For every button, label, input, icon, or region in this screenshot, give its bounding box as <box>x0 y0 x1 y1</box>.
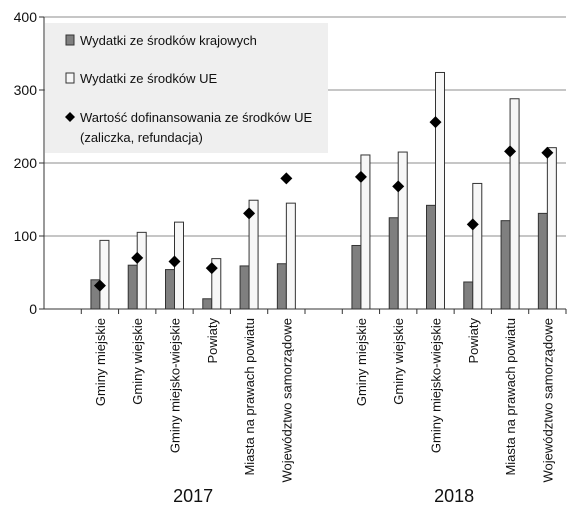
bar-domestic <box>351 244 362 310</box>
markers <box>93 116 554 292</box>
y-tick-label: 400 <box>14 9 38 25</box>
legend-swatch-eu <box>65 72 75 84</box>
x-category-label: Powiaty <box>466 318 481 364</box>
x-category-label: Miasta na prawach powiatu <box>242 318 257 476</box>
x-category-label: Gminy miejskie <box>93 318 108 406</box>
marker-cofinancing <box>168 255 181 268</box>
x-category-label: Województwo samorządowe <box>540 318 555 483</box>
legend: Wydatki ze środków krajowych Wydatki ze … <box>45 23 328 153</box>
marker-cofinancing <box>131 251 144 264</box>
bar-domestic <box>165 269 175 310</box>
bar-domestic <box>537 212 548 310</box>
marker-cofinancing <box>466 218 479 231</box>
bar-domestic <box>500 220 511 310</box>
y-tick-label: 0 <box>29 301 37 317</box>
bar-domestic <box>202 298 213 310</box>
bar-eu <box>435 71 445 310</box>
x-category-label: Gminy wiejskie <box>130 318 145 405</box>
marker-cofinancing <box>243 207 256 220</box>
x-category-label: Powiaty <box>205 318 220 364</box>
marker-cofinancing <box>205 262 218 275</box>
marker-cofinancing <box>429 116 442 129</box>
legend-label-cofinancing-line2: (zaliczka, refundacja) <box>80 130 203 145</box>
marker-cofinancing <box>392 180 405 193</box>
bar-eu <box>509 98 520 310</box>
legend-swatch-domestic <box>65 34 75 46</box>
y-tick-label: 300 <box>14 82 38 98</box>
x-category-label: Gminy miejskie <box>354 318 369 406</box>
legend-label-cofinancing: Wartość dofinansowania ze środków UE <box>80 110 313 125</box>
bar-domestic <box>426 204 436 310</box>
x-group-label: 2018 <box>434 486 474 506</box>
bar-eu <box>546 147 557 310</box>
bar-domestic <box>276 263 287 310</box>
y-axis: 0 100 200 300 400 <box>14 9 45 317</box>
marker-cofinancing <box>354 170 367 183</box>
bar-domestic <box>463 281 474 310</box>
legend-marker-cofinancing <box>65 112 75 122</box>
bar-domestic <box>239 265 250 310</box>
marker-cofinancing <box>541 146 554 159</box>
x-axis: Gminy miejskie Gminy wiejskie Gminy miejsk… <box>44 308 567 506</box>
x-category-label: Miasta na prawach powiatu <box>503 318 518 476</box>
marker-cofinancing <box>280 172 293 185</box>
legend-label-eu: Wydatki ze środków UE <box>80 71 217 86</box>
bar-eu <box>397 151 408 310</box>
x-group-label: 2017 <box>173 486 213 506</box>
marker-cofinancing <box>93 279 106 292</box>
legend-label-domestic: Wydatki ze środków krajowych <box>80 33 257 48</box>
x-category-label: Gminy miejsko-wiejskie <box>168 318 183 453</box>
bar-eu <box>136 231 147 310</box>
bar-eu <box>472 182 483 310</box>
x-category-label: Gminy miejsko-wiejskie <box>429 318 444 453</box>
bar-eu <box>285 202 296 310</box>
bar-domestic <box>127 264 138 310</box>
bar-eu <box>99 239 110 310</box>
bars <box>90 71 557 310</box>
x-category-label: Gminy wiejskie <box>391 318 406 405</box>
bar-domestic <box>388 217 399 310</box>
y-tick-label: 100 <box>14 228 38 244</box>
legend-box <box>45 23 328 153</box>
x-category-label: Województwo samorządowe <box>279 318 294 483</box>
marker-cofinancing <box>504 145 517 158</box>
y-tick-label: 200 <box>14 155 38 171</box>
